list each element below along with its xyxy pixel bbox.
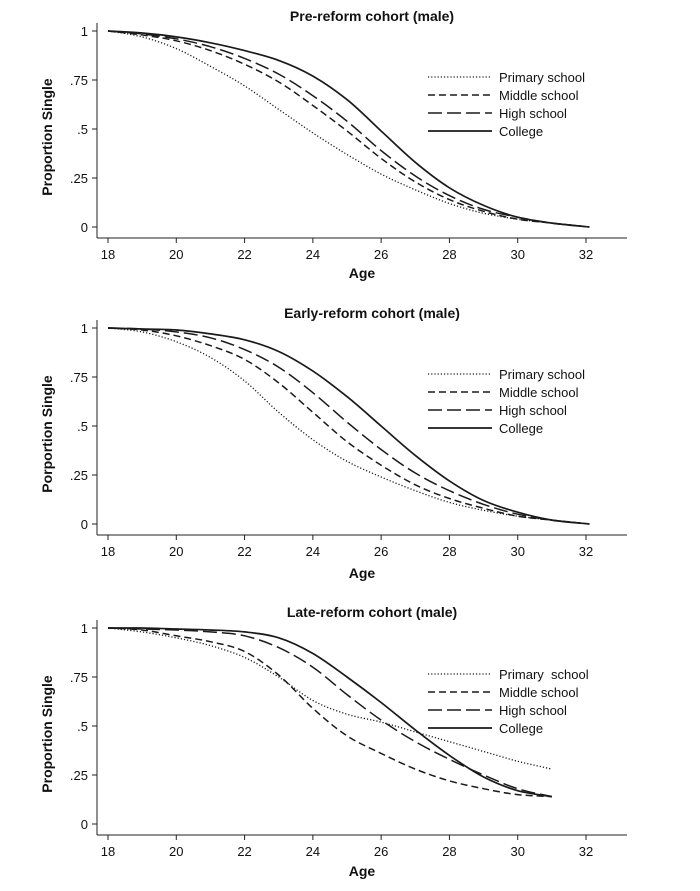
y-tick-label: .5: [77, 419, 88, 434]
x-tick-label: 28: [442, 544, 456, 559]
series-line-1: [107, 627, 553, 770]
series-line-1: [107, 327, 590, 525]
x-tick-label: 30: [510, 844, 524, 859]
legend-label: Middle school: [499, 685, 579, 700]
y-axis-label: Proportion Single: [39, 675, 55, 793]
chart-title: Late-reform cohort (male): [287, 604, 457, 620]
y-tick-label: 0: [81, 220, 88, 235]
y-tick-label: .25: [70, 171, 88, 186]
chart-panel-2: Early-reform cohort (male) 0 .25 .5 .75 1 18 20…: [39, 305, 627, 581]
chart-panel-3: Late-reform cohort (male) 0 .25 .5 .75 1 18 20 2…: [39, 604, 627, 879]
legend: Primary school Middle school High school Co…: [428, 367, 585, 436]
chart-title: Early-reform cohort (male): [284, 305, 460, 321]
y-tick-label: .75: [70, 670, 88, 685]
x-tick-label: 22: [237, 247, 251, 262]
y-tick-label: .75: [70, 370, 88, 385]
series-line-4: [107, 327, 590, 525]
y-tick-label: .25: [70, 768, 88, 783]
legend: Primary school Middle school High school Co…: [428, 70, 585, 139]
x-tick-label: 20: [169, 844, 183, 859]
x-tick-label: 32: [579, 544, 593, 559]
x-tick-label: 30: [510, 247, 524, 262]
x-axis-label: Age: [349, 265, 376, 281]
legend: Primary school Middle school High school Co…: [428, 667, 589, 736]
series-line-2: [107, 627, 552, 798]
y-tick-label: 0: [81, 517, 88, 532]
series-line-3: [107, 627, 553, 798]
legend-label: Primary school: [499, 70, 585, 85]
series-line-1: [107, 30, 590, 228]
x-tick-label: 28: [442, 844, 456, 859]
legend-label: Middle school: [499, 385, 579, 400]
legend-label: College: [499, 721, 543, 736]
x-tick-label: 30: [510, 544, 524, 559]
x-axis-label: Age: [349, 565, 376, 581]
x-tick-label: 20: [169, 544, 183, 559]
legend-label: High school: [499, 403, 567, 418]
legend-label: Primary school: [499, 367, 585, 382]
x-tick-label: 32: [579, 247, 593, 262]
series-line-4: [107, 627, 553, 798]
legend-label: Primary school: [499, 667, 589, 682]
x-tick-label: 18: [101, 247, 115, 262]
x-tick-label: 26: [374, 544, 388, 559]
x-tick-label: 26: [374, 247, 388, 262]
x-tick-label: 32: [579, 844, 593, 859]
y-tick-label: .25: [70, 468, 88, 483]
y-axis-label: Porportion Single: [39, 375, 55, 493]
x-tick-label: 20: [169, 247, 183, 262]
y-tick-label: .5: [77, 122, 88, 137]
legend-label: College: [499, 124, 543, 139]
series-line-3: [107, 327, 590, 525]
x-tick-label: 24: [306, 844, 320, 859]
y-tick-label: 1: [81, 24, 88, 39]
x-tick-label: 18: [101, 544, 115, 559]
legend-label: High school: [499, 106, 567, 121]
legend-label: College: [499, 421, 543, 436]
y-tick-label: 0: [81, 817, 88, 832]
y-tick-label: 1: [81, 321, 88, 336]
y-tick-label: 1: [81, 621, 88, 636]
x-tick-label: 22: [237, 844, 251, 859]
x-tick-label: 22: [237, 544, 251, 559]
chart-panel-1: Pre-reform cohort (male) 0 .25 .5 .75 1 18 20 22…: [39, 8, 627, 281]
series-line-2: [107, 30, 590, 228]
x-axis-label: Age: [349, 863, 376, 879]
series-line-4: [107, 30, 590, 228]
y-axis-label: Proportion Single: [39, 78, 55, 196]
chart-title: Pre-reform cohort (male): [290, 8, 454, 24]
y-tick-label: .5: [77, 719, 88, 734]
y-tick-label: .75: [70, 73, 88, 88]
x-tick-label: 18: [101, 844, 115, 859]
x-tick-label: 24: [306, 544, 320, 559]
legend-label: High school: [499, 703, 567, 718]
x-tick-label: 26: [374, 844, 388, 859]
x-tick-label: 24: [306, 247, 320, 262]
x-tick-label: 28: [442, 247, 456, 262]
series-line-2: [107, 327, 590, 525]
legend-label: Middle school: [499, 88, 579, 103]
